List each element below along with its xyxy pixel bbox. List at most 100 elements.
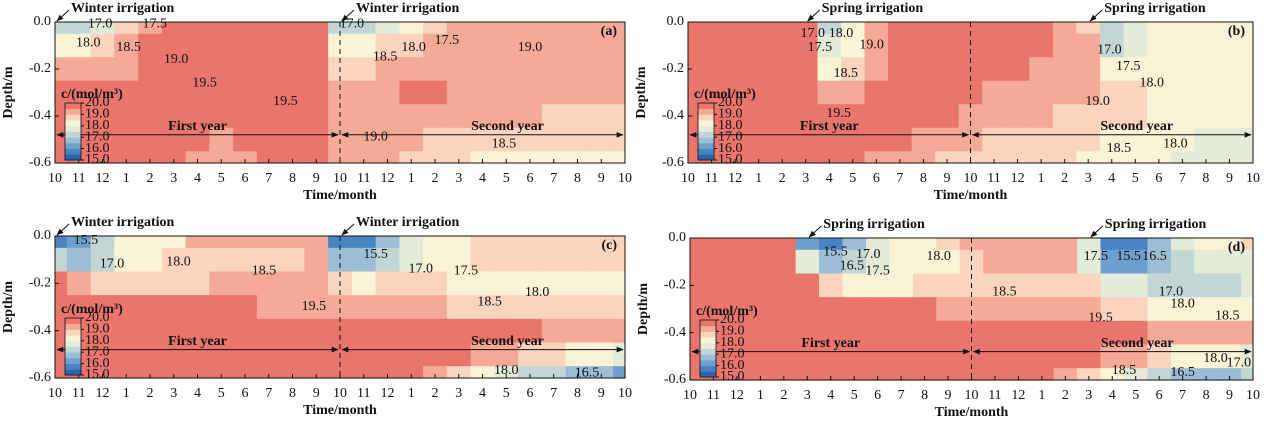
field-cell [701,238,726,251]
field-cell [723,33,748,58]
panel-label: (d) [1228,240,1245,255]
field-cell [90,33,115,58]
x-tick-label: 5 [851,388,858,403]
field-cell [304,295,329,320]
field-cell [1052,33,1078,58]
field-cell [958,33,983,58]
colorbar-tick-label: 15.0 [720,369,745,384]
x-tick-label: 8 [574,171,581,186]
field-cell [793,80,819,105]
field-cell [351,80,377,105]
colorbar-band [698,148,714,155]
irrigation-arrow [808,225,822,238]
y-tick-label: -0.6 [29,370,51,385]
colorbar-tick-label: 16.0 [85,356,110,371]
field-cell [1053,297,1078,322]
field-cell [1077,344,1102,369]
x-tick-label: 10 [48,171,62,186]
field-cell [114,33,139,58]
colorbar-band [700,359,716,366]
field-cell [494,342,519,367]
field-cell [1077,368,1102,381]
field-cell [888,22,913,35]
field-cell [138,318,163,344]
field-cell [793,127,819,152]
field-cell [1241,320,1254,346]
y-tick-label: -0.2 [29,276,51,291]
field-cell [114,342,139,367]
field-cell [888,80,913,105]
contour-label: 17.0 [856,247,881,262]
field-cell [138,151,163,164]
x-tick-label: 3 [1085,388,1092,403]
field-cell [280,366,305,379]
field-cell [256,295,282,320]
field-cell [351,57,377,82]
field-cell [1005,22,1030,35]
field-cell [983,238,1008,251]
x-tick-label: 5 [1132,171,1139,186]
field-cell [723,80,748,105]
field-cell [1030,368,1055,381]
colorbar-band [65,352,81,359]
field-cell [699,33,724,58]
field-cell [795,249,820,275]
field-cell [375,318,400,344]
contour-field [688,22,1254,164]
colorbar-frame [64,102,82,161]
field-cell [423,104,448,129]
field-cell [375,22,400,35]
field-cell [304,127,329,152]
field-cell [912,273,937,298]
field-cell [256,80,282,105]
contour-label: 17.5 [454,264,479,279]
field-cell [936,297,961,322]
field-cell [723,104,748,129]
field-cell [690,320,703,346]
field-cell [1006,238,1031,251]
field-cell [351,318,377,344]
field-cell [161,236,187,249]
field-cell [470,366,495,379]
x-tick-label: 4 [827,388,834,403]
field-cell [185,236,210,249]
x-tick-label: 12 [381,386,395,401]
colorbar-band [700,337,716,344]
field-cell [1217,238,1242,251]
field-cell [565,271,590,296]
field-cell [1123,151,1148,164]
field-cell [565,318,590,344]
field-cell [161,80,187,105]
field-cell [185,33,210,58]
field-cell [233,236,258,249]
field-cell [375,127,400,152]
field-cell [1099,33,1125,58]
field-cell [161,33,187,58]
irrigation-label: Spring irrigation [822,1,924,16]
colorbar-band [698,114,714,121]
contour-label: 18.0 [401,40,426,55]
field-cell [423,80,448,105]
field-cell [1100,320,1125,346]
field-cell [983,344,1008,369]
field-cell [185,342,210,367]
field-cell [935,33,960,58]
field-cell [819,344,844,369]
x-tick-label: 3 [455,386,462,401]
field-cell [256,247,282,273]
x-tick-label: 2 [779,171,786,186]
field-cell [1170,151,1195,164]
x-tick-label: 12 [1011,171,1025,186]
field-cell [701,297,726,322]
field-cell [889,368,914,381]
field-cell [1123,320,1149,346]
field-cell [1099,151,1125,164]
field-cell [842,238,867,251]
field-cell [114,295,139,320]
contour-label: 17.0 [409,261,434,276]
field-cell [114,236,139,249]
field-cell [55,318,68,344]
field-cell [114,22,139,35]
field-cell [161,295,187,320]
contour-label: 19.5 [192,75,217,90]
